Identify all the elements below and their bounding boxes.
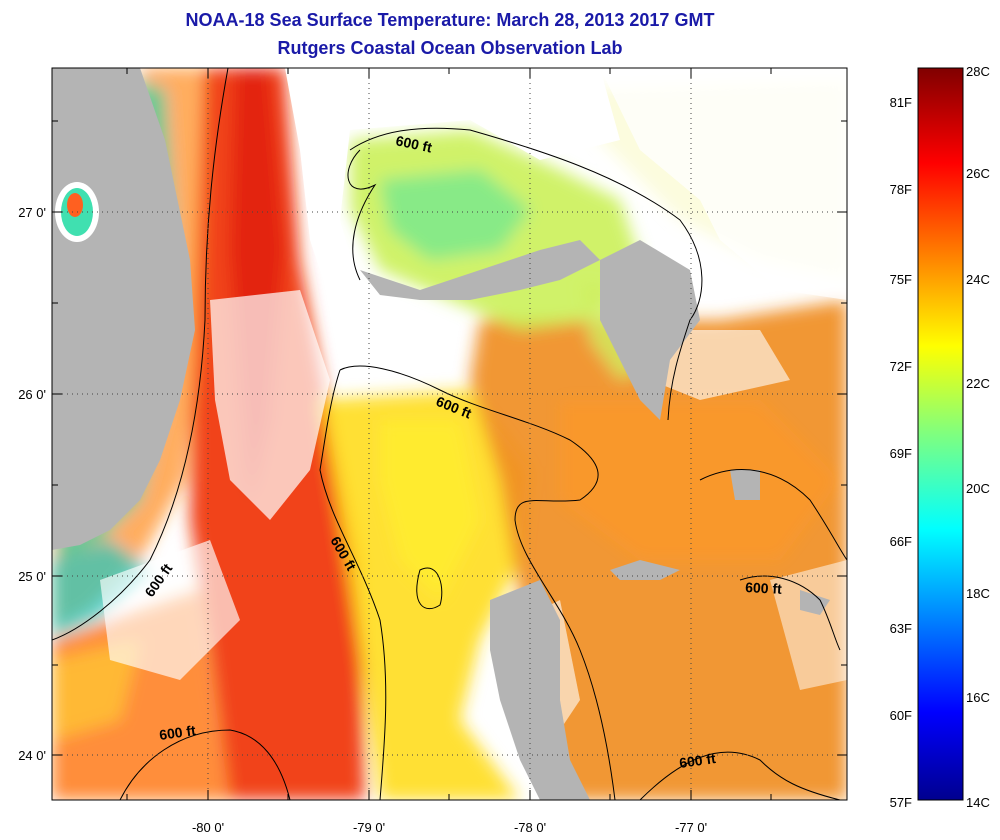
colorbar-f-label: 60F xyxy=(890,708,912,723)
contour-label: 600 ft xyxy=(678,750,717,771)
colorbar-f-label: 57F xyxy=(890,795,912,810)
cloud-gaps xyxy=(100,68,847,760)
lat-label: 24 0' xyxy=(18,748,46,763)
map-subtitle: Rutgers Coastal Ocean Observation Lab xyxy=(277,38,623,58)
lat-label: 27 0' xyxy=(18,205,46,220)
colorbar-f-label: 75F xyxy=(890,272,912,287)
isobath-lines xyxy=(52,68,847,800)
colorbar-c-label: 14C xyxy=(966,795,990,810)
colorbar-c-label: 18C xyxy=(966,586,990,601)
contour-label: 600 ft xyxy=(745,579,783,597)
lon-label: -80 0' xyxy=(192,820,224,835)
map-title: NOAA-18 Sea Surface Temperature: March 2… xyxy=(185,10,715,30)
colorbar-c-label: 26C xyxy=(966,166,990,181)
colorbar-f-label: 63F xyxy=(890,621,912,636)
colorbar-f-label: 72F xyxy=(890,359,912,374)
colorbar-c-label: 20C xyxy=(966,481,990,496)
colorbar-f-label: 69F xyxy=(890,446,912,461)
lat-label: 26 0' xyxy=(18,387,46,402)
colorbar-f-label: 66F xyxy=(890,534,912,549)
colorbar-c-label: 24C xyxy=(966,272,990,287)
colorbar-c-label: 28C xyxy=(966,64,990,79)
lat-label: 25 0' xyxy=(18,569,46,584)
colorbar-f-label: 78F xyxy=(890,182,912,197)
map-ticks xyxy=(52,68,847,800)
map-area xyxy=(52,68,847,800)
lon-label: -77 0' xyxy=(675,820,707,835)
colorbar: 81F 78F 75F 72F 69F 66F 63F 60F 57F 28C … xyxy=(890,64,990,810)
lon-label: -78 0' xyxy=(514,820,546,835)
lon-label: -79 0' xyxy=(353,820,385,835)
colorbar-c-label: 16C xyxy=(966,690,990,705)
graticule xyxy=(52,68,847,800)
contour-label-extra: 600 ft xyxy=(158,722,197,743)
colorbar-f-label: 81F xyxy=(890,95,912,110)
contour-label: 600 ft xyxy=(394,132,433,155)
colorbar-c-label: 22C xyxy=(966,376,990,391)
